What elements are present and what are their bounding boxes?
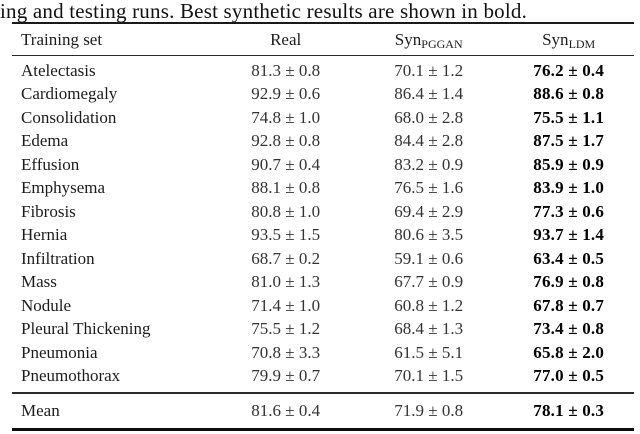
table-row: Mass 81.0 ± 1.3 67.7 ± 0.9 76.9 ± 0.8 bbox=[12, 271, 634, 295]
header-syn-pggan: SynPGGAN bbox=[354, 23, 504, 56]
real-value: 79.9 ± 0.7 bbox=[217, 364, 355, 394]
syn-pggan-value: 86.4 ± 1.4 bbox=[394, 84, 464, 104]
header-syn-pggan-base: Syn bbox=[394, 29, 422, 49]
syn-pggan-value: 61.5 ± 5.1 bbox=[394, 342, 464, 362]
syn-ldm-value: 73.4 ± 0.8 bbox=[533, 319, 605, 339]
table-row: Pleural Thickening 75.5 ± 1.2 68.4 ± 1.3 73… bbox=[12, 318, 634, 342]
table-row: Nodule 71.4 ± 1.0 60.8 ± 1.2 67.8 ± 0.7 bbox=[12, 294, 634, 318]
table-header: Training set Real SynPGGAN SynLDM bbox=[12, 23, 634, 56]
real-value: 74.8 ± 1.0 bbox=[251, 107, 321, 127]
table-row: Fibrosis 80.8 ± 1.0 69.4 ± 2.9 77.3 ± 0.6 bbox=[12, 200, 634, 224]
syn-pggan-value: 84.4 ± 2.8 bbox=[394, 131, 464, 151]
table-row: Emphysema 88.1 ± 0.8 76.5 ± 1.6 83.9 ± 1.0 bbox=[12, 177, 634, 201]
table-row-mean: Mean 81.6 ± 0.4 71.9 ± 0.8 78.1 ± 0.3 bbox=[12, 393, 634, 430]
syn-ldm-value: 85.9 ± 0.9 bbox=[533, 154, 605, 174]
syn-pggan-value: 70.1 ± 1.5 bbox=[354, 364, 504, 394]
syn-pggan-value: 68.4 ± 1.3 bbox=[394, 319, 464, 339]
table-row: Pneumothorax 79.9 ± 0.7 70.1 ± 1.5 77.0 ± 0… bbox=[12, 364, 634, 394]
syn-ldm-value: 93.7 ± 1.4 bbox=[533, 225, 605, 245]
table-row: Hernia 93.5 ± 1.5 80.6 ± 3.5 93.7 ± 1.4 bbox=[12, 224, 634, 248]
header-real: Real bbox=[217, 23, 355, 56]
row-label: Effusion bbox=[21, 154, 80, 174]
table-row: Edema 92.8 ± 0.8 84.4 ± 2.8 87.5 ± 1.7 bbox=[12, 130, 634, 154]
row-label: Infiltration bbox=[21, 248, 95, 268]
syn-ldm-value: 67.8 ± 0.7 bbox=[533, 295, 605, 315]
syn-pggan-value: 83.2 ± 0.9 bbox=[394, 154, 464, 174]
header-syn-pggan-subscript: PGGAN bbox=[421, 36, 463, 51]
table-row: Cardiomegaly 92.9 ± 0.6 86.4 ± 1.4 88.6 ± 0… bbox=[12, 83, 634, 107]
real-value: 80.8 ± 1.0 bbox=[251, 201, 321, 221]
row-label: Pleural Thickening bbox=[21, 319, 151, 339]
syn-pggan-value: 59.1 ± 0.6 bbox=[394, 248, 464, 268]
row-label: Pneumothorax bbox=[12, 364, 218, 394]
results-table: Training set Real SynPGGAN SynLDM Atelec… bbox=[12, 22, 634, 431]
table-row: Consolidation 74.8 ± 1.0 68.0 ± 2.8 75.5 ± … bbox=[12, 106, 634, 130]
row-label: Nodule bbox=[21, 295, 72, 315]
row-label: Mass bbox=[21, 272, 57, 292]
header-row: Training set Real SynPGGAN SynLDM bbox=[12, 23, 634, 56]
row-label: Emphysema bbox=[21, 178, 106, 198]
real-value: 75.5 ± 1.2 bbox=[251, 319, 321, 339]
header-syn-ldm-base: Syn bbox=[542, 29, 569, 49]
table-footer: Mean 81.6 ± 0.4 71.9 ± 0.8 78.1 ± 0.3 bbox=[12, 393, 634, 430]
real-value: 92.9 ± 0.6 bbox=[251, 84, 321, 104]
real-value: 70.8 ± 3.3 bbox=[251, 342, 321, 362]
header-syn-ldm: SynLDM bbox=[503, 23, 634, 56]
row-label: Atelectasis bbox=[21, 60, 96, 80]
syn-pggan-value: 60.8 ± 1.2 bbox=[394, 295, 464, 315]
row-label: Cardiomegaly bbox=[21, 84, 118, 104]
real-value: 71.4 ± 1.0 bbox=[251, 295, 321, 315]
syn-ldm-value: 63.4 ± 0.5 bbox=[533, 248, 605, 268]
syn-pggan-value: 80.6 ± 3.5 bbox=[394, 225, 464, 245]
syn-ldm-value: 77.3 ± 0.6 bbox=[533, 201, 605, 221]
row-label: Hernia bbox=[21, 225, 68, 245]
syn-ldm-value: 83.9 ± 1.0 bbox=[533, 178, 605, 198]
header-syn-ldm-subscript: LDM bbox=[568, 36, 596, 51]
mean-syn-pggan-value: 71.9 ± 0.8 bbox=[394, 401, 464, 420]
table-row: Infiltration 68.7 ± 0.2 59.1 ± 0.6 63.4 ± 0… bbox=[12, 247, 634, 271]
syn-ldm-value: 75.5 ± 1.1 bbox=[533, 107, 605, 127]
real-value: 88.1 ± 0.8 bbox=[251, 178, 321, 198]
real-value: 68.7 ± 0.2 bbox=[251, 248, 321, 268]
syn-pggan-value: 68.0 ± 2.8 bbox=[394, 107, 464, 127]
real-value: 90.7 ± 0.4 bbox=[251, 154, 321, 174]
real-value: 93.5 ± 1.5 bbox=[251, 225, 321, 245]
mean-syn-ldm-value: 78.1 ± 0.3 bbox=[533, 401, 605, 420]
row-label: Pneumonia bbox=[21, 342, 98, 362]
syn-pggan-value: 76.5 ± 1.6 bbox=[394, 178, 464, 198]
syn-ldm-value: 76.9 ± 0.8 bbox=[533, 272, 605, 292]
row-label: Edema bbox=[21, 131, 69, 151]
syn-ldm-value: 87.5 ± 1.7 bbox=[533, 131, 605, 151]
syn-ldm-value: 65.8 ± 2.0 bbox=[533, 342, 605, 362]
row-label: Consolidation bbox=[21, 107, 117, 127]
real-value: 81.3 ± 0.8 bbox=[251, 60, 321, 80]
mean-real-value: 81.6 ± 0.4 bbox=[251, 401, 321, 420]
syn-ldm-value: 76.2 ± 0.4 bbox=[533, 60, 605, 80]
table-row: Atelectasis 81.3 ± 0.8 70.1 ± 1.2 76.2 ± 0.… bbox=[12, 56, 634, 83]
syn-ldm-value: 88.6 ± 0.8 bbox=[533, 84, 605, 104]
real-value: 81.0 ± 1.3 bbox=[251, 272, 321, 292]
row-label: Fibrosis bbox=[21, 201, 76, 221]
syn-ldm-value: 77.0 ± 0.5 bbox=[503, 364, 634, 394]
table-body: Atelectasis 81.3 ± 0.8 70.1 ± 1.2 76.2 ± 0.… bbox=[12, 56, 634, 394]
table-caption: ing and testing runs. Best synthetic res… bbox=[0, 0, 528, 22]
syn-pggan-value: 70.1 ± 1.2 bbox=[394, 60, 464, 80]
table-row: Pneumonia 70.8 ± 3.3 61.5 ± 5.1 65.8 ± 2.0 bbox=[12, 341, 634, 365]
mean-row-label: Mean bbox=[21, 401, 60, 420]
syn-pggan-value: 67.7 ± 0.9 bbox=[394, 272, 464, 292]
syn-pggan-value: 69.4 ± 2.9 bbox=[394, 201, 464, 221]
header-training-set: Training set bbox=[12, 23, 218, 56]
real-value: 92.8 ± 0.8 bbox=[251, 131, 321, 151]
table-row: Effusion 90.7 ± 0.4 83.2 ± 0.9 85.9 ± 0.9 bbox=[12, 153, 634, 177]
